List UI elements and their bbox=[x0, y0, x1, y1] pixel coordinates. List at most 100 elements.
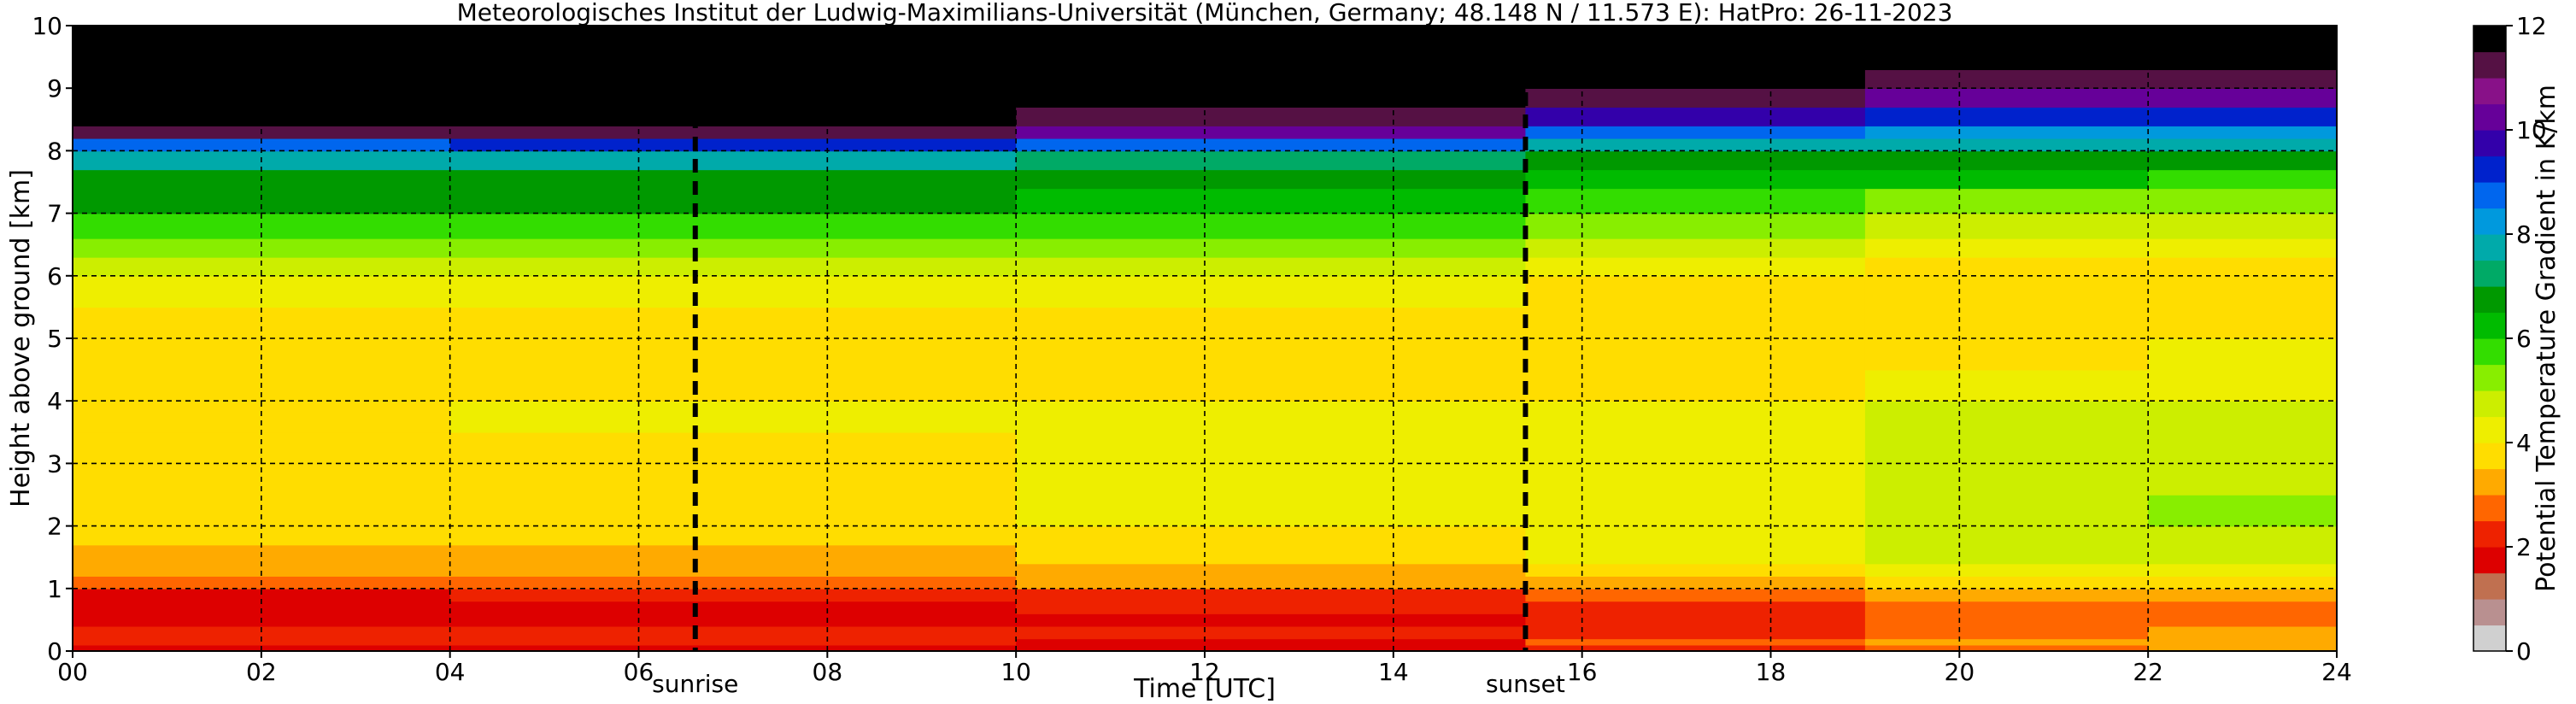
heatmap-cell bbox=[1016, 69, 1527, 89]
heatmap-cell bbox=[1016, 138, 1527, 152]
heatmap-cell bbox=[449, 563, 1017, 577]
heatmap-cell bbox=[2148, 463, 2337, 496]
heatmap-cell bbox=[1525, 638, 1866, 646]
heatmap-cell bbox=[73, 69, 451, 89]
y-tick-label: 5 bbox=[47, 325, 62, 353]
heatmap-cell bbox=[1016, 213, 1527, 239]
heatmap-cell bbox=[449, 213, 1017, 239]
heatmap-cell bbox=[1525, 401, 1866, 433]
heatmap-cell bbox=[449, 107, 1017, 126]
heatmap-cell bbox=[449, 369, 1017, 402]
heatmap-cell bbox=[2148, 150, 2337, 171]
heatmap-cell bbox=[449, 188, 1017, 214]
heatmap-cell bbox=[449, 150, 1017, 171]
heatmap-cell bbox=[2148, 50, 2337, 71]
heatmap-cell bbox=[2148, 613, 2337, 627]
heatmap-cell bbox=[1016, 525, 1527, 546]
heatmap-cell bbox=[449, 256, 1017, 277]
heatmap-cell bbox=[449, 431, 1017, 465]
heatmap-cell bbox=[1016, 107, 1527, 126]
heatmap-cell bbox=[73, 625, 451, 640]
heatmap-cell bbox=[449, 401, 1017, 433]
heatmap-cell bbox=[2148, 107, 2337, 126]
heatmap-cell bbox=[2148, 88, 2337, 108]
heatmap-cell bbox=[449, 26, 1017, 52]
colorbar-swatch bbox=[2473, 103, 2506, 131]
heatmap-cell bbox=[1525, 463, 1866, 496]
y-axis-label: Height above ground [km] bbox=[6, 169, 36, 507]
x-tick-label: 18 bbox=[1756, 658, 1787, 686]
heatmap-cell bbox=[1016, 638, 1527, 646]
heatmap-cell bbox=[1864, 188, 2149, 214]
heatmap-cell bbox=[1016, 126, 1527, 139]
heatmap-cell bbox=[1864, 26, 2149, 52]
colorbar-swatch bbox=[2473, 625, 2506, 652]
y-tick-label: 6 bbox=[47, 262, 62, 290]
heatmap-cell bbox=[1525, 544, 1866, 565]
heatmap-cell bbox=[1864, 213, 2149, 239]
heatmap-cell bbox=[2148, 126, 2337, 139]
heatmap-cell bbox=[449, 544, 1017, 565]
colorbar-swatch bbox=[2473, 130, 2506, 157]
colorbar-swatch bbox=[2473, 338, 2506, 366]
heatmap-cell bbox=[2148, 431, 2337, 465]
heatmap-cell bbox=[1525, 576, 1866, 590]
heatmap-cell bbox=[1525, 169, 1866, 190]
heatmap-cell bbox=[2148, 213, 2337, 239]
colorbar-swatch bbox=[2473, 26, 2506, 53]
colorbar-swatch bbox=[2473, 364, 2506, 391]
event-label: sunrise bbox=[652, 670, 738, 698]
heatmap-cell bbox=[1864, 256, 2149, 277]
colorbar-tick-label: 8 bbox=[2516, 220, 2532, 249]
heatmap-cell bbox=[1016, 188, 1527, 214]
heatmap-cell bbox=[1016, 338, 1527, 371]
x-tick-label: 16 bbox=[1567, 658, 1598, 686]
heatmap-cell bbox=[1525, 69, 1866, 89]
heatmap-cell bbox=[1864, 544, 2149, 565]
colorbar-swatch bbox=[2473, 416, 2506, 443]
heatmap-cell bbox=[1525, 256, 1866, 277]
heatmap-cell bbox=[2148, 238, 2337, 258]
heatmap-cell bbox=[2148, 638, 2337, 646]
heatmap-cell bbox=[449, 463, 1017, 496]
heatmap-cell bbox=[1016, 275, 1527, 308]
colorbar-swatch bbox=[2473, 572, 2506, 600]
colorbar-tick-label: 6 bbox=[2516, 325, 2532, 353]
x-tick-label: 08 bbox=[813, 658, 843, 686]
colorbar-swatch bbox=[2473, 260, 2506, 287]
x-tick-label: 24 bbox=[2321, 658, 2352, 686]
heatmap-cell bbox=[449, 275, 1017, 308]
heatmap-cell bbox=[2148, 138, 2337, 152]
colorbar-swatch bbox=[2473, 312, 2506, 339]
heatmap-cell bbox=[1525, 307, 1866, 339]
heatmap-cell bbox=[1864, 495, 2149, 527]
colorbar-swatch bbox=[2473, 51, 2506, 79]
heatmap-cell bbox=[1016, 401, 1527, 433]
heatmap-cell bbox=[1864, 275, 2149, 308]
colorbar-tick-label: 0 bbox=[2516, 637, 2532, 666]
heatmap-cell bbox=[1525, 50, 1866, 71]
heatmap-cell bbox=[1864, 431, 2149, 465]
heatmap-cell bbox=[1016, 613, 1527, 627]
x-tick-label: 02 bbox=[246, 658, 277, 686]
x-axis-label: Time [UTC] bbox=[1133, 674, 1276, 704]
x-axis: 00 02 04 06 08 10 12 14 16 18 20 22 24 bbox=[57, 651, 2352, 686]
heatmap-cell bbox=[2148, 69, 2337, 89]
heatmap-cell bbox=[2148, 576, 2337, 590]
heatmap-cell bbox=[2148, 338, 2337, 371]
y-tick-label: 2 bbox=[47, 513, 62, 541]
heatmap-cell bbox=[1525, 26, 1866, 52]
colorbar: 0 2 4 6 8 10 12 bbox=[2473, 12, 2547, 666]
heatmap-cell bbox=[449, 601, 1017, 614]
heatmap-cell bbox=[2148, 188, 2337, 214]
heatmap-cell bbox=[1864, 88, 2149, 108]
colorbar-swatch bbox=[2473, 234, 2506, 261]
colorbar-tick-label: 4 bbox=[2516, 429, 2532, 457]
colorbar-tick-label: 12 bbox=[2516, 12, 2547, 40]
heatmap-cell bbox=[449, 625, 1017, 640]
heatmap-cell bbox=[1864, 107, 2149, 126]
heatmap-cell bbox=[1864, 401, 2149, 433]
heatmap-cell bbox=[1016, 601, 1527, 614]
heatmap-cell bbox=[1016, 26, 1527, 52]
heatmap-cell bbox=[1525, 126, 1866, 139]
